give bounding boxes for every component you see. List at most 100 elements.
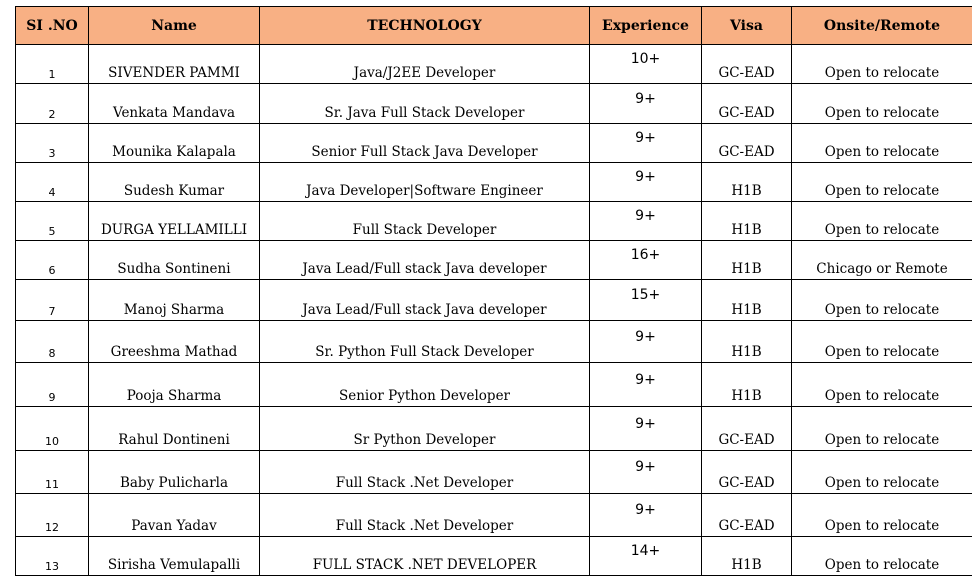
table-row: 6 Sudha Sontineni Java Lead/Full stack Jav…: [15, 240, 972, 280]
cell-technology: Java/J2EE Developer: [259, 44, 590, 84]
cell-experience: 9+: [589, 450, 702, 494]
cell-technology: Java Developer|Software Engineer: [259, 162, 590, 202]
cell-name: Venkata Mandava: [88, 83, 260, 124]
experience-value: 9+: [635, 130, 656, 146]
cell-visa: H1B: [701, 362, 792, 407]
cell-onsite-remote: Open to relocate: [791, 83, 972, 124]
cell-sno: 2: [15, 83, 89, 124]
cell-experience: 16+: [589, 240, 702, 280]
cell-technology: Full Stack Developer: [259, 201, 590, 241]
cell-name: Sudha Sontineni: [88, 240, 260, 280]
header-technology: TECHNOLOGY: [259, 6, 590, 45]
cell-sno: 4: [15, 162, 89, 202]
cell-technology: Full Stack .Net Developer: [259, 493, 590, 537]
cell-visa: GC-EAD: [701, 450, 792, 494]
cell-onsite-remote: Open to relocate: [791, 493, 972, 537]
cell-experience: 9+: [589, 123, 702, 163]
cell-technology: Java Lead/Full stack Java developer: [259, 240, 590, 280]
cell-sno: 7: [15, 279, 89, 321]
cell-visa: H1B: [701, 201, 792, 241]
cell-onsite-remote: Open to relocate: [791, 201, 972, 241]
cell-onsite-remote: Chicago or Remote: [791, 240, 972, 280]
experience-value: 9+: [635, 169, 656, 185]
cell-onsite-remote: Open to relocate: [791, 450, 972, 494]
experience-value: 16+: [630, 247, 661, 263]
cell-technology: Full Stack .Net Developer: [259, 450, 590, 494]
table-row: 7 Manoj Sharma Java Lead/Full stack Java d…: [15, 279, 972, 321]
cell-technology: Sr. Python Full Stack Developer: [259, 320, 590, 363]
table-row: 11 Baby Pulicharla Full Stack .Net Develop…: [15, 450, 972, 494]
cell-name: DURGA YELLAMILLI: [88, 201, 260, 241]
experience-value: 9+: [635, 459, 656, 475]
experience-value: 9+: [635, 415, 656, 432]
header-experience: Experience: [589, 6, 702, 45]
cell-technology: Sr. Java Full Stack Developer: [259, 83, 590, 124]
cell-onsite-remote: Open to relocate: [791, 536, 972, 576]
experience-value: 14+: [630, 543, 661, 559]
cell-experience: 9+: [589, 406, 702, 451]
cell-visa: GC-EAD: [701, 406, 792, 451]
cell-technology: Java Lead/Full stack Java developer: [259, 279, 590, 321]
cell-technology: Senior Python Developer: [259, 362, 590, 407]
cell-visa: GC-EAD: [701, 123, 792, 163]
cell-sno: 11: [15, 450, 89, 494]
cell-technology: Senior Full Stack Java Developer: [259, 123, 590, 163]
table-row: 3 Mounika Kalapala Senior Full Stack Java …: [15, 123, 972, 163]
cell-onsite-remote: Open to relocate: [791, 279, 972, 321]
experience-value: 9+: [635, 502, 656, 518]
experience-value: 15+: [630, 287, 661, 303]
header-sno: SI .NO: [15, 6, 89, 45]
cell-technology: Sr Python Developer: [259, 406, 590, 451]
table-row: 4 Sudesh Kumar Java Developer|Software Eng…: [15, 162, 972, 202]
cell-visa: GC-EAD: [701, 44, 792, 84]
cell-onsite-remote: Open to relocate: [791, 44, 972, 84]
candidates-table: SI .NO Name TECHNOLOGY Experience Visa O…: [15, 6, 972, 576]
cell-visa: GC-EAD: [701, 493, 792, 537]
cell-onsite-remote: Open to relocate: [791, 320, 972, 363]
header-row: SI .NO Name TECHNOLOGY Experience Visa O…: [15, 6, 972, 45]
cell-name: Pooja Sharma: [88, 362, 260, 407]
cell-onsite-remote: Open to relocate: [791, 162, 972, 202]
cell-name: Pavan Yadav: [88, 493, 260, 537]
cell-experience: 9+: [589, 362, 702, 407]
cell-onsite-remote: Open to relocate: [791, 362, 972, 407]
cell-name: Mounika Kalapala: [88, 123, 260, 163]
cell-experience: 9+: [589, 493, 702, 537]
cell-visa: H1B: [701, 240, 792, 280]
table-row: 1 SIVENDER PAMMI Java/J2EE Developer 10+ GC-…: [15, 44, 972, 84]
table-row: 10 Rahul Dontineni Sr Python Developer 9+ GC…: [15, 406, 972, 451]
cell-experience: 10+: [589, 44, 702, 84]
cell-sno: 6: [15, 240, 89, 280]
cell-name: Baby Pulicharla: [88, 450, 260, 494]
experience-value: 9+: [635, 371, 656, 388]
cell-sno: 8: [15, 320, 89, 363]
experience-value: 9+: [635, 90, 656, 107]
cell-visa: H1B: [701, 320, 792, 363]
cell-sno: 9: [15, 362, 89, 407]
cell-name: SIVENDER PAMMI: [88, 44, 260, 84]
header-name: Name: [88, 6, 260, 45]
cell-sno: 12: [15, 493, 89, 537]
cell-experience: 9+: [589, 83, 702, 124]
table-row: 5 DURGA YELLAMILLI Full Stack Developer 9+ H…: [15, 201, 972, 241]
cell-sno: 3: [15, 123, 89, 163]
cell-name: Greeshma Mathad: [88, 320, 260, 363]
cell-sno: 1: [15, 44, 89, 84]
cell-visa: H1B: [701, 162, 792, 202]
table-row: 13 Sirisha Vemulapalli FULL STACK .NET DEV…: [15, 536, 972, 576]
cell-visa: GC-EAD: [701, 83, 792, 124]
cell-sno: 10: [15, 406, 89, 451]
cell-experience: 9+: [589, 320, 702, 363]
experience-value: 9+: [635, 328, 656, 345]
cell-experience: 14+: [589, 536, 702, 576]
cell-sno: 13: [15, 536, 89, 576]
table-row: 9 Pooja Sharma Senior Python Developer 9+ H1…: [15, 362, 972, 407]
experience-value: 9+: [635, 208, 656, 224]
cell-sno: 5: [15, 201, 89, 241]
cell-name: Rahul Dontineni: [88, 406, 260, 451]
cell-onsite-remote: Open to relocate: [791, 123, 972, 163]
cell-visa: H1B: [701, 279, 792, 321]
header-onsite-remote: Onsite/Remote: [791, 6, 972, 45]
cell-onsite-remote: Open to relocate: [791, 406, 972, 451]
cell-technology: FULL STACK .NET DEVELOPER: [259, 536, 590, 576]
